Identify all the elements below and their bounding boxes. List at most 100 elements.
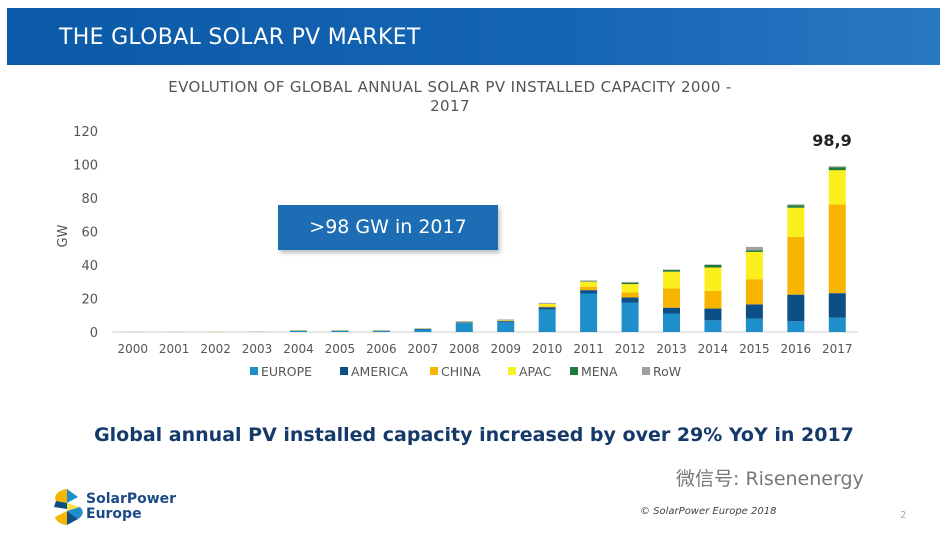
bar-row-2008 <box>455 321 473 322</box>
bar-apac-2014 <box>704 267 722 291</box>
bar-china-2015 <box>745 279 763 305</box>
bar-america-2013 <box>663 307 680 314</box>
bar-europe-2009 <box>497 322 515 332</box>
chart-title: EVOLUTION OF GLOBAL ANNUAL SOLAR PV INST… <box>100 78 800 116</box>
bar-europe-2012 <box>621 302 639 332</box>
bar-china-2017 <box>828 204 846 294</box>
bar-apac-2011 <box>580 281 598 287</box>
bar-europe-2007 <box>414 329 432 332</box>
x-tick-label: 2009 <box>490 342 521 356</box>
watermark: 微信号: Risenenergy <box>676 468 864 490</box>
x-tick-label: 2004 <box>283 342 314 356</box>
bar-row-2009 <box>497 319 515 321</box>
x-tick-label: 2000 <box>117 342 148 356</box>
bar-apac-2009 <box>497 320 515 322</box>
x-tick-label: 2008 <box>449 342 480 356</box>
y-tick-label: 60 <box>81 226 98 241</box>
bar-apac-2017 <box>828 170 846 205</box>
bar-america-2008 <box>455 322 473 324</box>
bar-row-2017 <box>828 166 846 168</box>
legend-swatch-europe <box>250 367 258 375</box>
bar-europe-2005 <box>331 330 349 332</box>
total-annotation: 98,9 <box>812 131 851 150</box>
bar-apac-2013 <box>663 271 680 289</box>
y-tick-label: 100 <box>73 159 98 174</box>
bar-mena-2011 <box>580 281 598 282</box>
bar-row-2011 <box>580 280 598 282</box>
bar-mena-2017 <box>828 167 846 171</box>
x-tick-label: 2003 <box>242 342 273 356</box>
bar-china-2012 <box>621 292 639 298</box>
x-tick-label: 2002 <box>200 342 231 356</box>
legend-swatch-mena <box>570 367 578 375</box>
bar-europe-2006 <box>372 330 390 332</box>
bar-europe-2014 <box>704 320 722 332</box>
y-tick-label: 40 <box>81 259 98 274</box>
bar-europe-2010 <box>538 309 556 332</box>
bar-america-2009 <box>497 321 515 323</box>
bar-america-2014 <box>704 308 722 321</box>
y-tick-label: 80 <box>81 192 98 207</box>
y-tick-label: 120 <box>73 125 98 140</box>
x-tick-label: 2016 <box>781 342 812 356</box>
bar-europe-2015 <box>745 318 763 332</box>
bar-europe-2011 <box>580 293 598 332</box>
x-tick-label: 2010 <box>532 342 563 356</box>
bar-europe-2016 <box>787 321 805 332</box>
bar-row-2007 <box>414 328 432 329</box>
bar-europe-2017 <box>828 317 846 332</box>
x-tick-label: 2014 <box>698 342 729 356</box>
chart-title-line1: EVOLUTION OF GLOBAL ANNUAL SOLAR PV INST… <box>168 78 732 96</box>
x-tick-label: 2001 <box>159 342 190 356</box>
legend-label-china: CHINA <box>441 364 481 379</box>
x-tick-label: 2013 <box>656 342 687 356</box>
stacked-bar-chart: 0 20 40 60 80 100 120 GW 2000 2001 2002 2003 2004 200… <box>56 125 858 379</box>
bar-europe-2013 <box>663 313 680 332</box>
bar-row-2013 <box>663 269 680 271</box>
y-axis-label: GW <box>56 224 71 247</box>
legend-swatch-america <box>340 367 348 375</box>
legend-swatch-china <box>430 367 438 375</box>
copyright: © SolarPower Europe 2018 <box>640 506 777 517</box>
legend-label-apac: APAC <box>519 364 552 379</box>
bar-america-2017 <box>828 293 846 318</box>
bar-apac-2016 <box>787 207 805 237</box>
x-tick-label: 2005 <box>325 342 356 356</box>
page-number: 2 <box>900 510 907 521</box>
bar-apac-2008 <box>455 321 473 323</box>
bar-china-2011 <box>580 286 598 291</box>
legend-label-mena: MENA <box>581 364 618 379</box>
bar-america-2010 <box>538 307 556 310</box>
chart-title-line2: 2017 <box>430 97 470 115</box>
bar-america-2007 <box>414 328 432 330</box>
bar-row-2015 <box>745 246 763 251</box>
x-tick-label: 2007 <box>408 342 439 356</box>
bar-america-2016 <box>787 294 805 322</box>
legend-label-america: AMERICA <box>351 364 408 379</box>
bar-row-2016 <box>787 204 805 206</box>
legend-swatch-row <box>642 367 650 375</box>
x-tick-label: 2006 <box>366 342 397 356</box>
bar-apac-2015 <box>745 251 763 280</box>
bar-america-2015 <box>745 304 763 319</box>
legend-label-europe: EUROPE <box>261 364 312 379</box>
bar-china-2013 <box>663 288 680 308</box>
legend-swatch-apac <box>508 367 516 375</box>
logo-text: SolarPower Europe <box>86 491 177 522</box>
bar-america-2012 <box>621 297 639 303</box>
solarpower-europe-logo-icon <box>54 489 83 525</box>
bar-america-2011 <box>580 290 598 294</box>
headline: Global annual PV installed capacity incr… <box>94 424 854 446</box>
y-tick-label: 0 <box>90 326 98 341</box>
x-tick-label: 2012 <box>615 342 646 356</box>
slide-title: THE GLOBAL SOLAR PV MARKET <box>59 25 421 50</box>
x-tick-label: 2017 <box>822 342 853 356</box>
bar-row-2014 <box>704 264 722 265</box>
bar-row-2012 <box>621 281 639 283</box>
header-bar: THE GLOBAL SOLAR PV MARKET <box>7 8 940 65</box>
bar-china-2014 <box>704 290 722 309</box>
bar-row-2010 <box>538 302 556 304</box>
x-tick-label: 2015 <box>739 342 770 356</box>
legend-label-row: RoW <box>653 364 681 379</box>
bar-mena-2015 <box>745 250 763 252</box>
